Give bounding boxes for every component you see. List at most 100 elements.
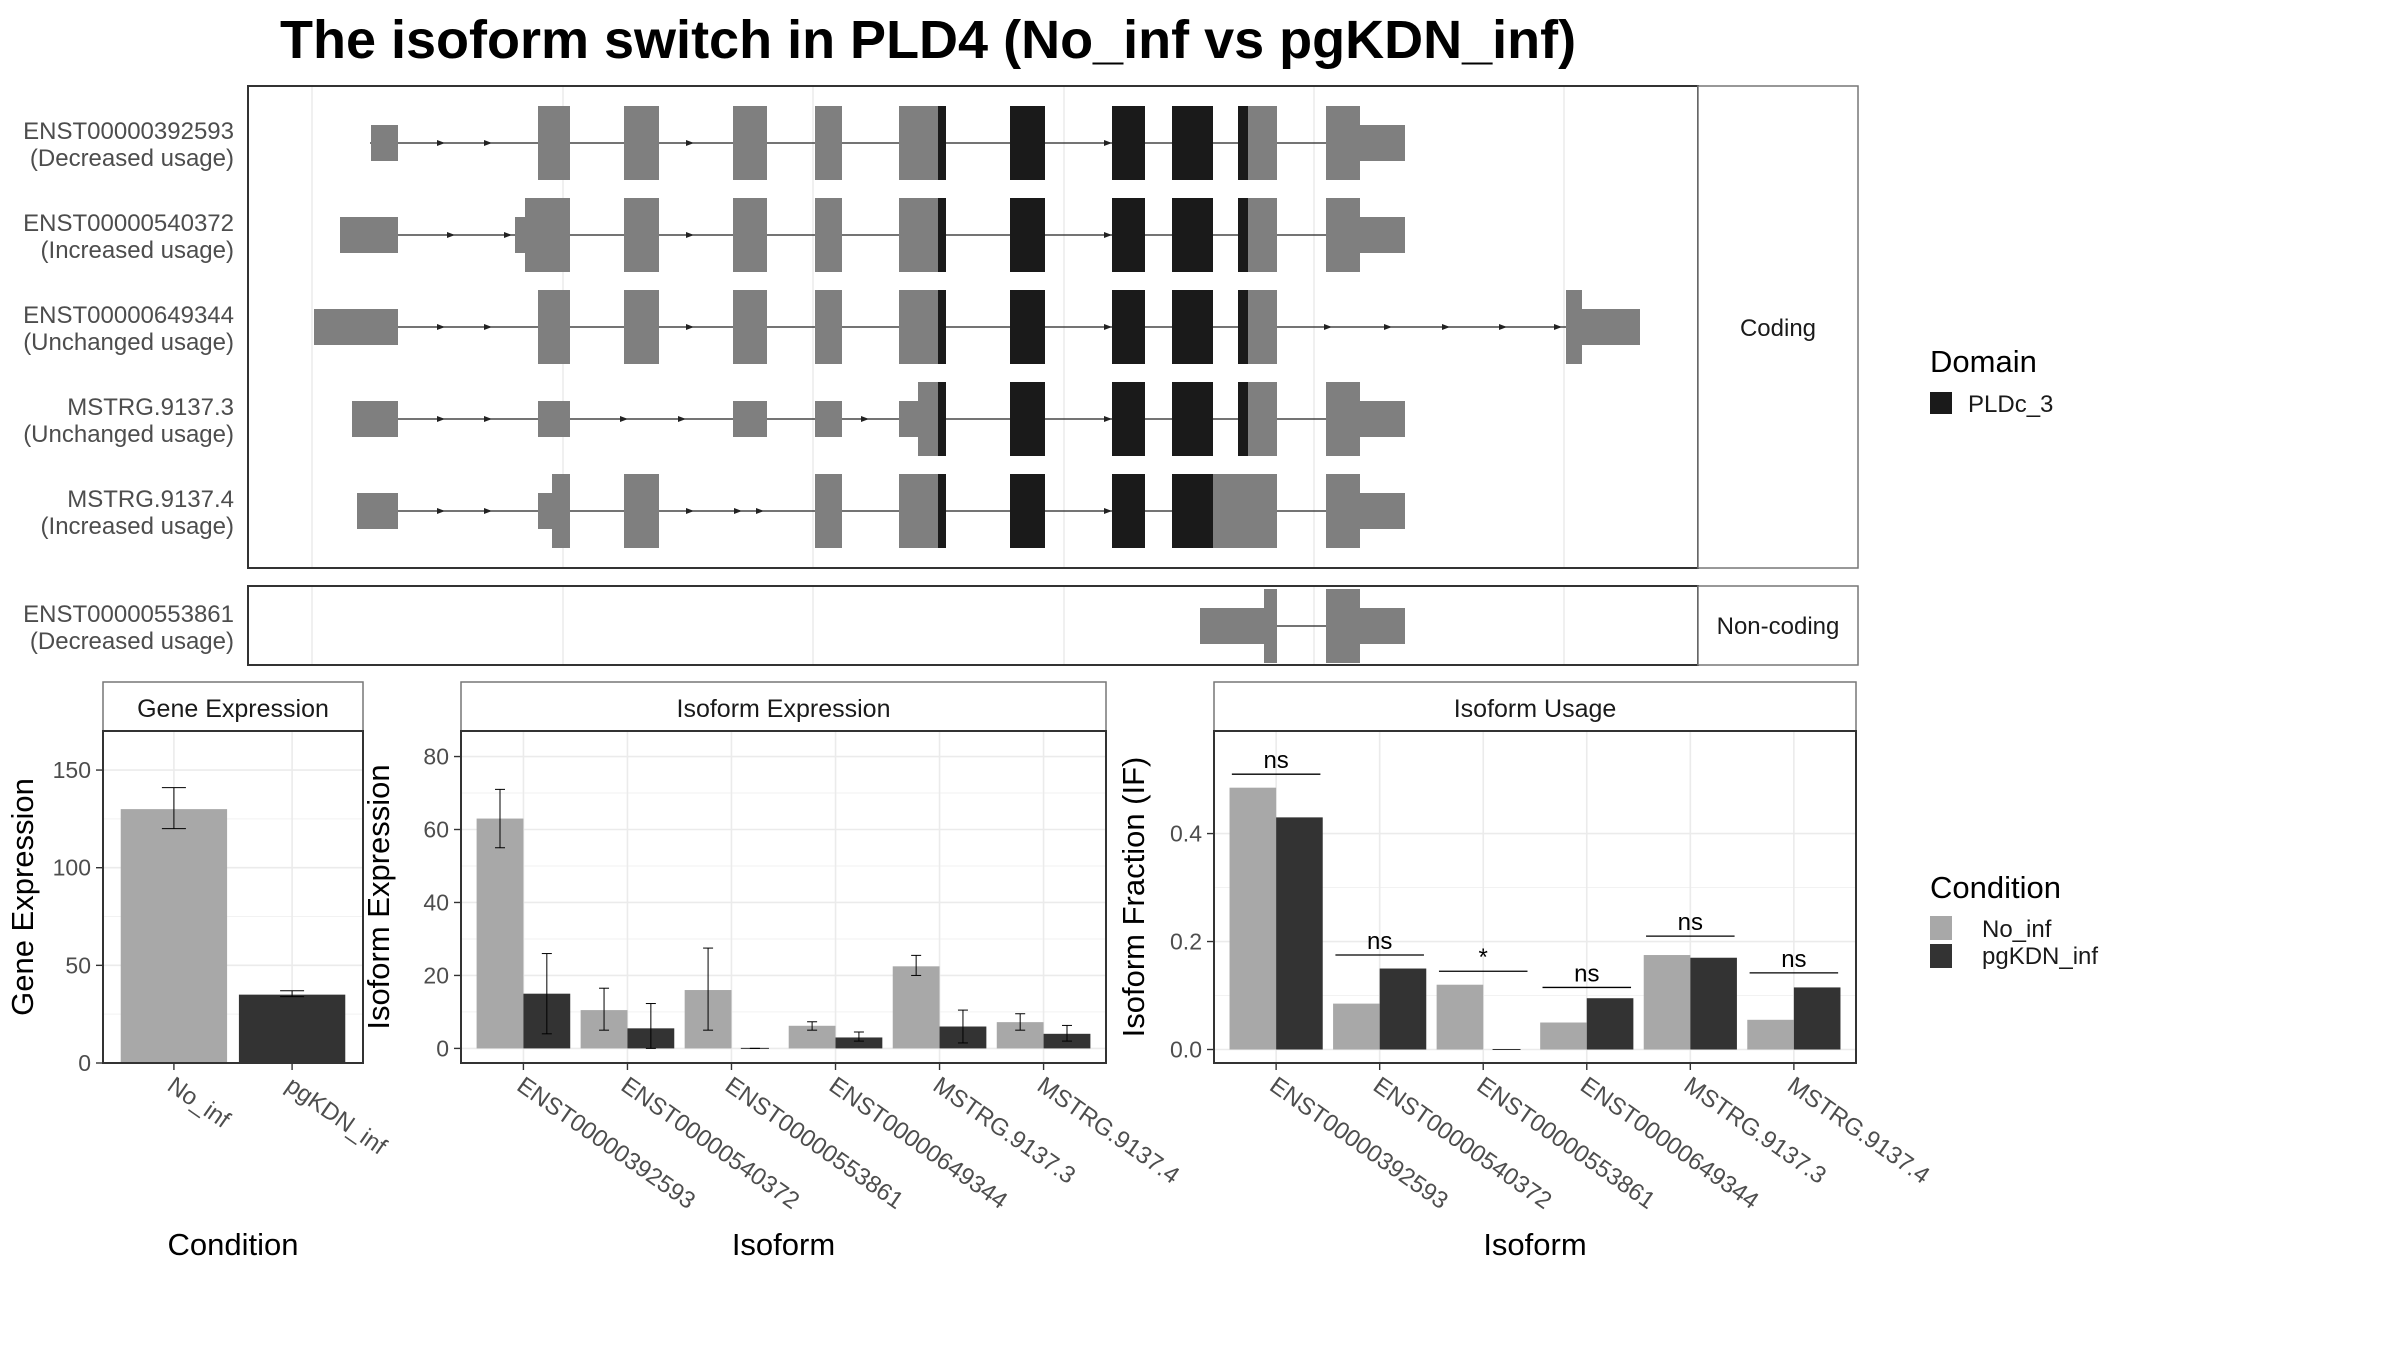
domain-block <box>938 198 946 272</box>
coding-strip <box>1697 85 1859 569</box>
bar-No_inf <box>120 809 228 1063</box>
legend-label-pgkdn-inf: pgKDN_inf <box>1982 943 2098 970</box>
coding-exon <box>1566 290 1582 364</box>
domain-legend: Domain PLDc_3 <box>1930 344 2053 418</box>
intron-direction-arrow <box>504 232 512 238</box>
y-tick-label: 0.2 <box>1170 929 1202 955</box>
domain-block <box>1112 106 1145 180</box>
bar-No_inf <box>1540 1022 1587 1050</box>
domain-block <box>1238 106 1248 180</box>
coding-exon <box>624 198 659 272</box>
utr-exon <box>1360 125 1405 161</box>
transcript-usage-label: (Increased usage) <box>41 513 234 540</box>
noncoding-strip <box>1697 585 1859 666</box>
y-axis-title: Gene Expression <box>5 778 40 1016</box>
intron-direction-arrow <box>686 508 694 514</box>
chart-1: Isoform Expression 0 20 40 60 80 ENST000003925… <box>361 681 1184 1262</box>
significance-label: ns <box>1263 747 1288 774</box>
coding-exon <box>1326 589 1360 663</box>
x-tick-label: ENST00000540372 <box>616 1072 804 1215</box>
coding-exon <box>1248 382 1277 456</box>
domain-block <box>1238 382 1248 456</box>
noncoding-strip-label: Non-coding <box>1717 613 1840 640</box>
utr-exon <box>1360 401 1405 437</box>
coding-exon <box>899 290 938 364</box>
intron-direction-arrow <box>484 508 492 514</box>
x-tick-label: ENST00000540372 <box>1368 1072 1556 1215</box>
utr-exon <box>1200 608 1264 644</box>
chart-panel-border <box>460 730 1107 1064</box>
domain-block <box>938 290 946 364</box>
domain-block <box>1172 290 1213 364</box>
utr-exon <box>314 309 398 345</box>
y-tick-label: 40 <box>423 889 449 915</box>
bar-No_inf <box>788 1025 836 1049</box>
y-tick-label: 0 <box>436 1035 449 1061</box>
noncoding-panel <box>247 585 1699 666</box>
x-tick-label: ENST00000553861 <box>1472 1072 1660 1215</box>
coding-exon <box>815 106 842 180</box>
chart-title: Isoform Usage <box>1454 695 1617 723</box>
transcript-id-label: MSTRG.9137.3 <box>67 394 234 421</box>
intron-direction-arrow <box>437 416 445 422</box>
bar-No_inf <box>1333 1003 1380 1050</box>
significance-label: ns <box>1574 960 1599 987</box>
utr-exon <box>352 401 398 437</box>
utr-exon <box>538 493 552 529</box>
x-tick-label: ENST00000649344 <box>1575 1072 1763 1215</box>
coding-exon <box>733 198 767 272</box>
intron-direction-arrow <box>1324 324 1332 330</box>
coding-exon <box>1326 106 1360 180</box>
utr-exon <box>1582 309 1640 345</box>
chart-panel-border <box>1213 730 1857 1064</box>
intron-direction-arrow <box>756 508 764 514</box>
bar-pgKDN_inf <box>1793 987 1841 1050</box>
transcript-id-label: MSTRG.9137.4 <box>67 486 234 513</box>
intron-direction-arrow <box>437 324 445 330</box>
bar-No_inf <box>476 818 524 1049</box>
y-axis-title: Isoform Expression <box>361 764 396 1029</box>
coding-exon <box>1326 198 1360 272</box>
coding-exon <box>733 290 767 364</box>
domain-block <box>1112 382 1145 456</box>
intron-direction-arrow <box>1499 324 1507 330</box>
transcript-id-label: ENST00000553861 <box>23 601 234 628</box>
x-tick-label: pgKDN_inf <box>281 1072 392 1161</box>
chart-0: Gene Expression 0 50 100 150 No_inf pgKDN_inf C… <box>5 681 392 1262</box>
utr-exon <box>538 401 570 437</box>
coding-exon <box>552 474 570 548</box>
domain-block <box>1238 290 1248 364</box>
legend-key-pgkdn-inf <box>1930 944 1952 968</box>
utr-exon <box>733 401 767 437</box>
coding-exon <box>1248 290 1277 364</box>
domain-block <box>1010 382 1045 456</box>
coding-exon <box>899 474 938 548</box>
legend-label-no-inf: No_inf <box>1982 916 2052 943</box>
bar-pgKDN_inf <box>835 1037 883 1049</box>
transcript-tracks <box>314 106 1640 663</box>
intron-direction-arrow <box>686 324 694 330</box>
domain-block <box>1112 474 1145 548</box>
transcript-usage-label: (Decreased usage) <box>30 145 234 172</box>
bar-No_inf <box>1643 955 1691 1050</box>
x-axis-title: Isoform <box>732 1227 835 1262</box>
transcript-usage-label: (Decreased usage) <box>30 628 234 655</box>
bar-pgKDN_inf <box>1276 817 1323 1050</box>
utr-exon <box>371 125 398 161</box>
domain-block <box>1172 382 1213 456</box>
y-tick-label: 0.4 <box>1170 821 1202 847</box>
coding-exon <box>815 474 842 548</box>
domain-block <box>1172 106 1213 180</box>
coding-exon <box>538 290 570 364</box>
intron-direction-arrow <box>686 232 694 238</box>
intron-direction-arrow <box>484 324 492 330</box>
bar-pgKDN_inf <box>1379 968 1427 1050</box>
y-tick-label: 60 <box>423 817 449 843</box>
chart-panel-border <box>102 730 364 1064</box>
coding-exon <box>899 198 938 272</box>
transcript-usage-label: (Increased usage) <box>41 237 234 264</box>
intron-direction-arrow <box>686 140 694 146</box>
domain-block <box>1112 198 1145 272</box>
domain-block <box>1010 198 1045 272</box>
